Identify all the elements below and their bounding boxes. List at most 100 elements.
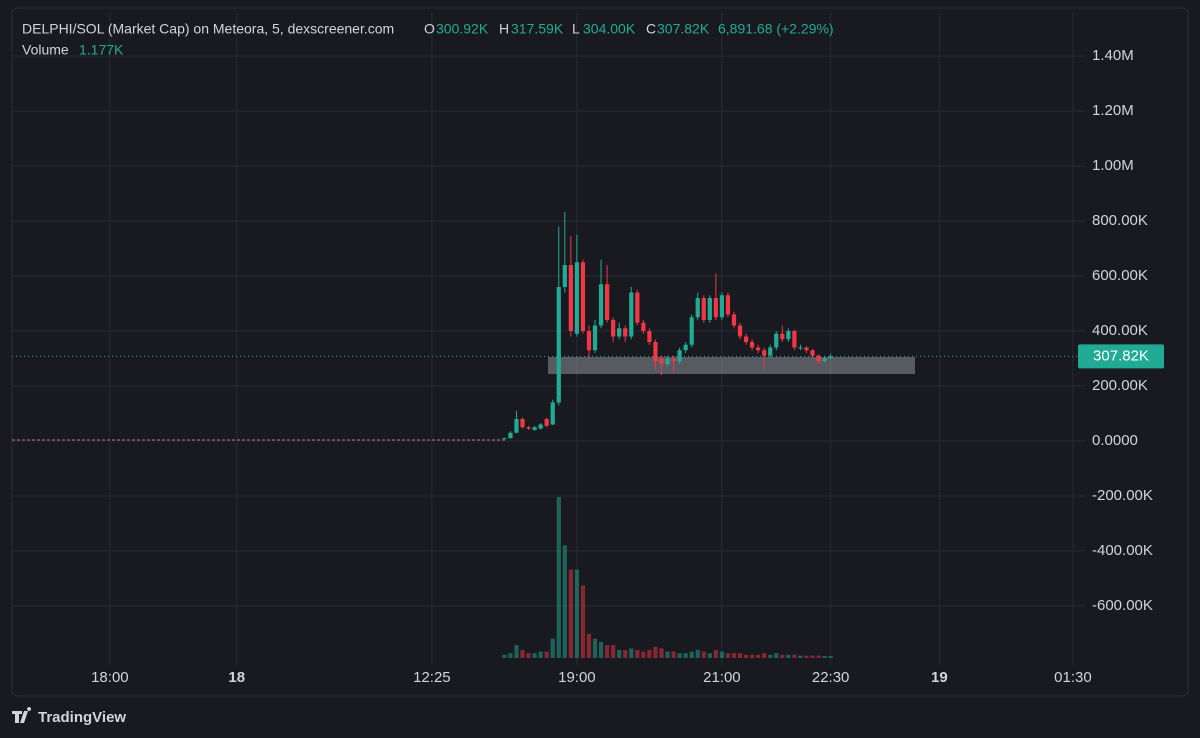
volume-bar [647,649,652,658]
legend-value: 304.00K [583,21,636,37]
volume-bar [544,651,549,658]
volume-bar [822,656,827,658]
volume-bar [695,649,700,658]
candle-body [816,355,821,362]
volume-bar [786,654,791,658]
volume-bar [671,651,676,658]
volume-bar [532,653,537,658]
candle-body [508,432,513,439]
volume-bar [592,638,598,658]
volume-bar [816,655,821,658]
volume-bar [774,653,779,658]
legend-label: O [424,21,435,37]
last-price-label: 307.82K [1093,347,1149,364]
candle-body [768,347,773,356]
legend-value: 307.82K [657,21,710,37]
volume-bar [731,653,737,658]
legend-change: 6,891.68 (+2.29%) [718,21,834,37]
volume-bar [586,633,592,658]
volume-bar [538,651,543,658]
candle-body [580,262,586,332]
y-tick-label: 600.00K [1092,267,1148,284]
candle-body [635,292,640,323]
last-price-badge [1078,344,1164,369]
volume-bar [665,651,670,658]
y-tick-label: 0.0000 [1092,432,1138,449]
candle-body [792,331,797,348]
candle-body [550,402,555,425]
x-tick-label: 18 [228,669,245,686]
volume-bar [653,646,658,658]
volume-bar [502,654,507,658]
volume-bar [828,656,833,658]
candle-body [774,333,779,348]
candle-body [544,418,549,426]
candle-body [737,325,743,337]
volume-bar [568,569,573,658]
candle-body [568,265,573,332]
candle-body [598,284,604,326]
volume-bar [768,654,773,658]
volume-bar [798,655,803,658]
volume-bar [623,649,628,658]
candle-body [731,314,737,326]
candle-body [822,358,827,362]
x-tick-label: 18:00 [91,669,129,686]
legend-value: 300.92K [436,21,489,37]
candle-body [653,341,658,362]
candle-body [683,344,688,351]
candle-body [743,336,749,342]
candle-body [725,295,731,315]
x-tick-label: 01:30 [1054,669,1092,686]
candle-body [762,350,767,356]
candle-body [671,358,676,362]
y-tick-label: 400.00K [1092,322,1148,339]
x-tick-label: 12:25 [413,669,451,686]
marks [502,211,833,658]
volume-bar [713,649,718,658]
legend-label: Volume [22,42,69,58]
volume-bar [659,648,664,658]
legend-label: L [572,21,580,37]
candle-body [586,331,592,351]
candle-body [804,347,809,351]
candle-body [707,298,712,321]
candle-body [701,298,706,321]
volume-bar [677,653,682,658]
volume-bar [629,648,634,658]
grid [12,12,1085,665]
candle-body [617,328,622,337]
legend-value: 317.59K [511,21,564,37]
candle-body [695,298,700,318]
legend-value: 1.177K [79,42,124,58]
candle-body [641,322,646,332]
x-tick-label: 19:00 [558,669,596,686]
x-tick-label: 19 [931,669,948,686]
volume-bar [762,653,767,658]
y-tick-label: -200.00K [1092,487,1153,504]
y-tick-label: 1.40M [1092,47,1134,64]
volume-bar [604,645,610,658]
brand: TradingView [38,709,126,726]
y-tick-label: -600.00K [1092,597,1153,614]
candle-body [562,265,567,288]
volume-bar [611,645,616,658]
highlight-zone [548,357,915,374]
candle-body [689,317,694,345]
candle-body [604,284,610,321]
legend-label: H [499,21,509,37]
candle-body [677,350,682,362]
volume-bar [562,545,567,658]
volume-bar [683,653,688,658]
candle-body [659,358,664,364]
candle-body [786,331,791,340]
candle-body [520,418,525,428]
x-tick-label: 22:30 [812,669,850,686]
candle-body [647,331,652,342]
brand-logo [12,707,32,723]
volume-bar [707,653,712,658]
candle-body [514,418,519,433]
volume-bar [810,655,815,658]
volume-bar [725,653,731,658]
volume-bar [514,645,519,658]
